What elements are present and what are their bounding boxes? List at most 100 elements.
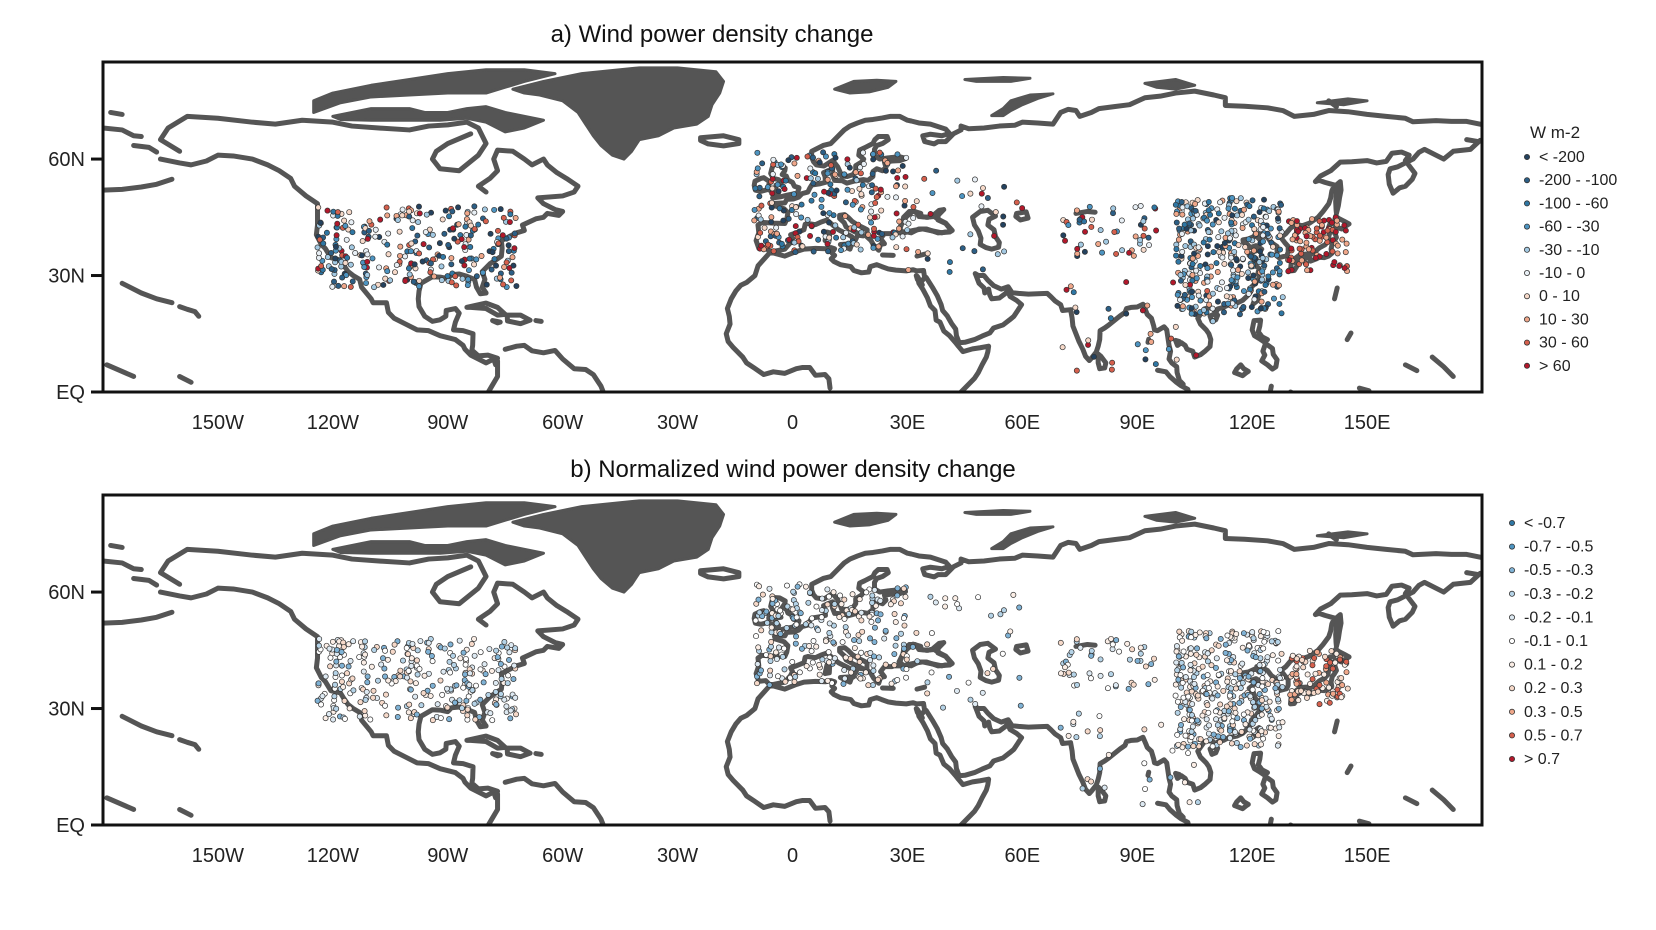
station-dot	[414, 647, 421, 654]
station-dot	[1213, 716, 1220, 723]
station-dot	[1189, 723, 1196, 730]
station-dot	[1077, 241, 1084, 248]
station-dot	[878, 207, 885, 214]
station-dot	[1276, 225, 1283, 232]
station-dot	[1246, 203, 1253, 210]
station-dot	[1245, 269, 1251, 276]
station-dot	[1293, 655, 1300, 662]
station-dot	[1140, 246, 1147, 253]
station-dot	[804, 153, 811, 160]
station-dot	[416, 277, 423, 284]
station-dot	[1172, 681, 1179, 688]
station-dot	[990, 666, 997, 672]
station-dot	[375, 677, 381, 684]
station-dot	[1231, 205, 1238, 212]
station-dot	[830, 589, 837, 596]
station-dot	[794, 583, 801, 590]
station-dot	[488, 266, 495, 273]
station-dot	[793, 154, 800, 161]
station-dot	[902, 197, 909, 204]
station-dot	[1142, 347, 1149, 354]
station-dot	[984, 195, 991, 201]
station-dot	[1188, 628, 1195, 635]
station-dot	[1260, 735, 1267, 742]
station-dot	[464, 210, 471, 217]
station-dot	[1250, 635, 1257, 642]
station-dot	[462, 655, 469, 662]
station-dot	[396, 228, 403, 235]
lon-tick-label: 150E	[1344, 412, 1391, 434]
station-dot	[1276, 259, 1283, 266]
station-dot	[428, 653, 435, 659]
station-dot	[1313, 225, 1320, 232]
station-dot	[347, 658, 354, 664]
station-dot	[397, 243, 404, 250]
station-dot	[1221, 240, 1228, 246]
station-dot	[1145, 681, 1152, 688]
station-dot	[882, 661, 889, 668]
station-dot	[471, 209, 478, 216]
station-dot	[1235, 242, 1242, 248]
station-dot	[1258, 741, 1264, 748]
station-dot	[777, 607, 784, 614]
station-dot	[489, 249, 496, 256]
station-dot	[1178, 199, 1185, 205]
station-dot	[778, 161, 785, 168]
legend-swatch	[1509, 567, 1516, 574]
station-dot	[1062, 237, 1068, 244]
station-dot	[901, 622, 908, 629]
station-dot	[1268, 715, 1275, 722]
station-dot	[460, 684, 467, 691]
station-dot	[1204, 672, 1211, 679]
station-dot	[1153, 227, 1160, 234]
station-dot	[1095, 241, 1102, 247]
station-dot	[512, 215, 519, 221]
station-dot	[1261, 288, 1268, 295]
station-dot	[810, 638, 817, 644]
station-dot	[1173, 252, 1180, 259]
station-dot	[872, 602, 879, 609]
station-dot	[1217, 701, 1224, 708]
station-dot	[397, 667, 404, 674]
station-dot	[877, 611, 884, 618]
station-dot	[892, 619, 899, 626]
station-dot	[506, 265, 513, 271]
station-dot	[893, 183, 899, 190]
station-dot	[1316, 237, 1323, 244]
station-dot	[1273, 252, 1280, 259]
station-dot	[899, 163, 906, 169]
station-dot	[482, 218, 489, 225]
station-dot	[339, 274, 346, 281]
station-dot	[455, 204, 462, 211]
station-dot	[361, 708, 368, 715]
station-dot	[511, 662, 518, 669]
station-dot	[1244, 647, 1251, 654]
station-dot	[1221, 309, 1227, 316]
station-dot	[813, 643, 820, 650]
station-dot	[1097, 656, 1104, 663]
station-dot	[811, 191, 818, 198]
station-dot	[825, 593, 832, 600]
station-dot	[440, 668, 447, 675]
station-dot	[808, 648, 815, 655]
station-dot	[897, 600, 904, 607]
panel-a-frame	[101, 60, 1484, 394]
station-dot	[1146, 242, 1152, 248]
station-dot	[1226, 692, 1233, 699]
station-dot	[446, 716, 453, 723]
station-dot	[487, 710, 494, 717]
station-dot	[844, 186, 851, 193]
station-dot	[1000, 607, 1007, 614]
station-dot	[1181, 716, 1188, 723]
station-dot	[499, 232, 506, 239]
station-dot	[1142, 663, 1149, 670]
lat-tick-label: 30N	[48, 266, 85, 288]
station-dot	[1266, 208, 1273, 214]
station-dot	[380, 655, 386, 662]
station-dot	[473, 273, 480, 280]
station-dot	[383, 691, 389, 698]
station-dot	[402, 278, 409, 284]
station-dot	[851, 224, 858, 231]
station-dot	[1204, 243, 1211, 250]
station-dot	[1109, 359, 1116, 366]
